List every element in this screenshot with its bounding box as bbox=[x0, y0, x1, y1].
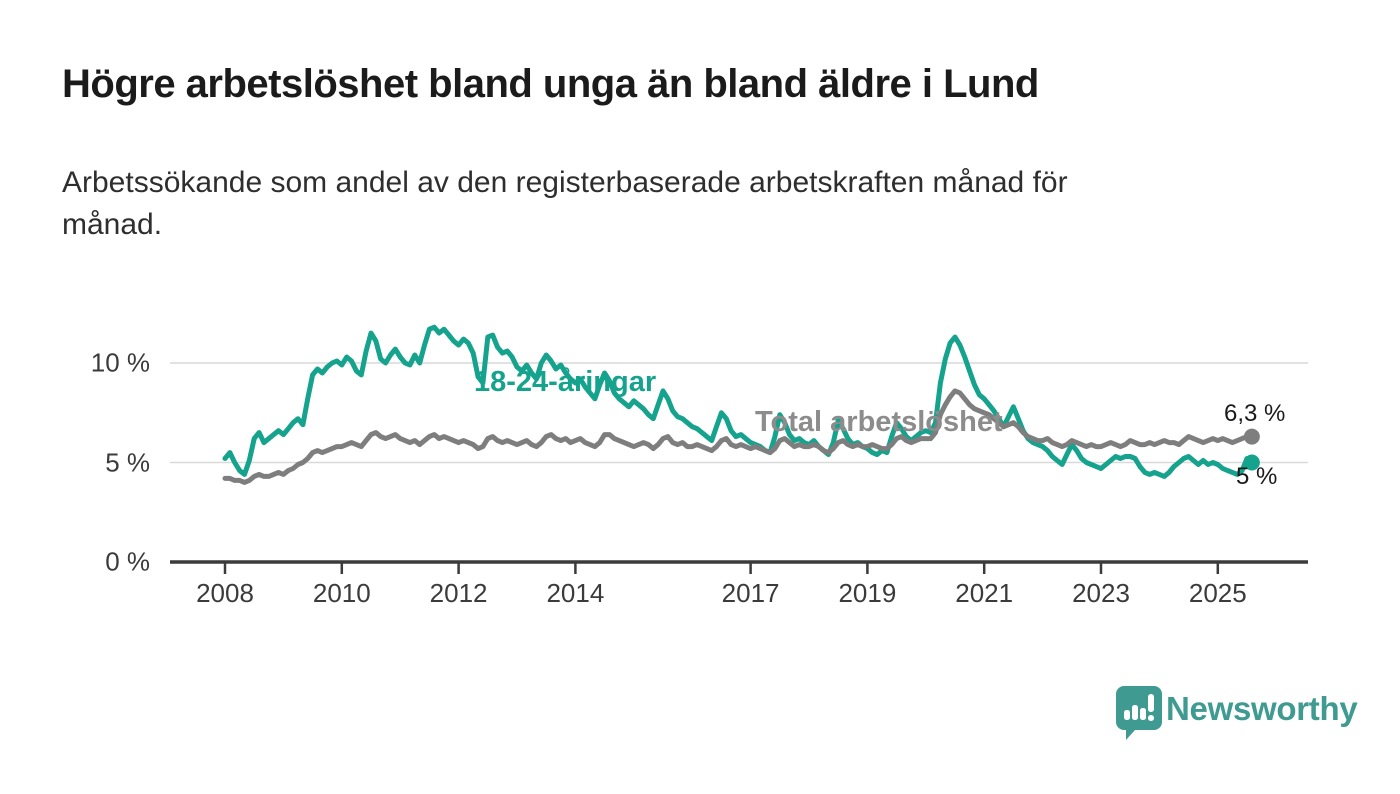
x-tick-label: 2012 bbox=[429, 578, 488, 608]
x-tick-label: 2019 bbox=[838, 578, 897, 608]
x-tick-label: 2025 bbox=[1188, 578, 1247, 608]
chart-subtitle-line1: Arbetssökande som andel av den registerb… bbox=[62, 166, 1068, 199]
end-value-label-total: 6,3 % bbox=[1224, 400, 1286, 427]
youth-series-line bbox=[222, 324, 1255, 479]
bar-chart-speech-bubble-icon bbox=[1116, 686, 1162, 740]
x-tick-label: 2023 bbox=[1072, 578, 1130, 608]
x-tick-label: 2021 bbox=[955, 578, 1014, 608]
y-tick-label: 0 % bbox=[105, 546, 150, 577]
chart-subtitle: Arbetssökande som andel av den registerb… bbox=[62, 162, 1322, 246]
y-tick-label: 5 % bbox=[105, 447, 150, 477]
chart-title: Högre arbetslöshet bland unga än bland ä… bbox=[62, 62, 1039, 106]
y-tick-label: 10 % bbox=[90, 347, 150, 378]
brand-name: Newsworthy bbox=[1166, 690, 1358, 727]
series-label-youth: 18-24-åringar bbox=[474, 366, 657, 398]
total-end-dot bbox=[1243, 428, 1260, 445]
x-tick-label: 2010 bbox=[312, 578, 371, 608]
x-tick-label: 2008 bbox=[196, 578, 254, 608]
chart-subtitle-line2: månad. bbox=[62, 208, 163, 241]
end-value-label-youth: 5 % bbox=[1236, 463, 1278, 490]
newsworthy-logo bbox=[1114, 684, 1164, 740]
x-tick-label: 2017 bbox=[721, 578, 780, 608]
total-series-line bbox=[222, 388, 1255, 485]
series-label-total: Total arbetslöshet bbox=[755, 406, 1003, 438]
youth-end-dot bbox=[1243, 454, 1260, 471]
x-tick-label: 2014 bbox=[546, 578, 605, 608]
